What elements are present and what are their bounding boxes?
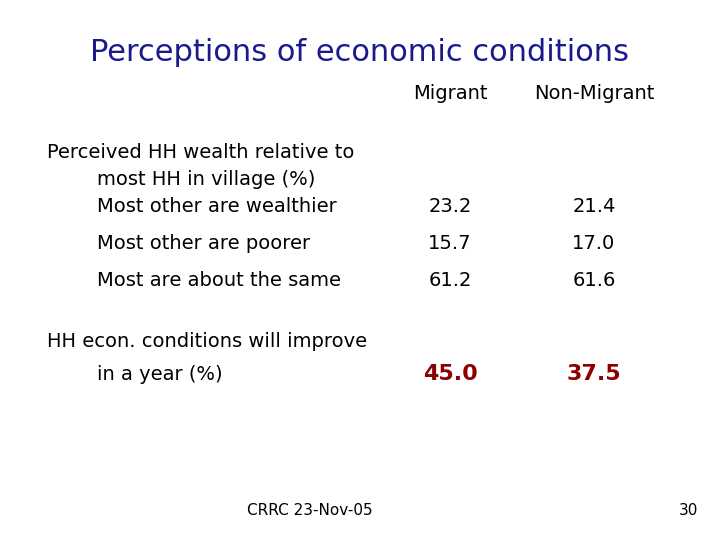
Text: 37.5: 37.5 (567, 364, 621, 384)
Text: 15.7: 15.7 (428, 234, 472, 253)
Text: 23.2: 23.2 (428, 197, 472, 216)
Text: in a year (%): in a year (%) (97, 364, 222, 383)
Text: Most are about the same: Most are about the same (97, 271, 341, 289)
Text: Most other are wealthier: Most other are wealthier (97, 197, 337, 216)
Text: 21.4: 21.4 (572, 197, 616, 216)
Text: HH econ. conditions will improve: HH econ. conditions will improve (47, 332, 367, 351)
Text: Most other are poorer: Most other are poorer (97, 234, 310, 253)
Text: 30: 30 (679, 503, 698, 518)
Text: 17.0: 17.0 (572, 234, 616, 253)
Text: 61.2: 61.2 (428, 271, 472, 289)
Text: Perceived HH wealth relative to: Perceived HH wealth relative to (47, 143, 354, 162)
Text: Perceptions of economic conditions: Perceptions of economic conditions (91, 38, 629, 67)
Text: 61.6: 61.6 (572, 271, 616, 289)
Text: Non-Migrant: Non-Migrant (534, 84, 654, 103)
Text: 45.0: 45.0 (423, 364, 477, 384)
Text: CRRC 23-Nov-05: CRRC 23-Nov-05 (247, 503, 372, 518)
Text: Migrant: Migrant (413, 84, 487, 103)
Text: most HH in village (%): most HH in village (%) (97, 170, 315, 189)
